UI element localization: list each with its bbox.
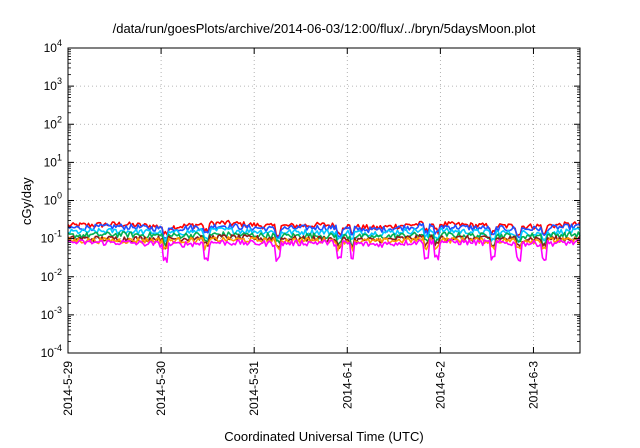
series-line xyxy=(67,222,581,240)
x-tick-label: 2014-6-3 xyxy=(526,361,540,409)
y-tick-label: 103 xyxy=(44,76,62,93)
x-tick-label: 2014-5-30 xyxy=(154,361,168,416)
y-tick-label: 10-2 xyxy=(41,267,62,284)
x-tick-label: 2014-6-2 xyxy=(433,361,447,409)
y-tick-label: 104 xyxy=(44,38,62,55)
y-tick-label: 10-3 xyxy=(41,305,62,322)
y-tick-label: 100 xyxy=(44,191,62,208)
series-line xyxy=(67,227,581,244)
x-tick-label: 2014-5-31 xyxy=(247,361,261,416)
series-layer xyxy=(67,219,581,264)
plot-frame xyxy=(67,47,581,354)
x-tick-label: 2014-5-29 xyxy=(61,361,75,416)
x-axis-label: Coordinated Universal Time (UTC) xyxy=(224,429,424,444)
y-tick-label: 10-4 xyxy=(41,343,62,360)
x-tick-label: 2014-6-1 xyxy=(340,361,354,409)
grid-lines xyxy=(68,48,580,353)
chart-title: /data/run/goesPlots/archive/2014-06-03/1… xyxy=(112,21,536,36)
series-line xyxy=(67,238,581,264)
y-tick-label: 102 xyxy=(44,114,62,131)
y-tick-labels: 10-4 10-3 10-2 10-1 100 101 102 103 104 xyxy=(41,38,62,360)
y-tick-label: 10-1 xyxy=(41,229,62,246)
x-tick-labels: 2014-5-29 2014-5-30 2014-5-31 2014-6-1 2014-… xyxy=(61,361,540,416)
axis-frame xyxy=(67,47,581,354)
y-tick-label: 101 xyxy=(44,152,62,169)
